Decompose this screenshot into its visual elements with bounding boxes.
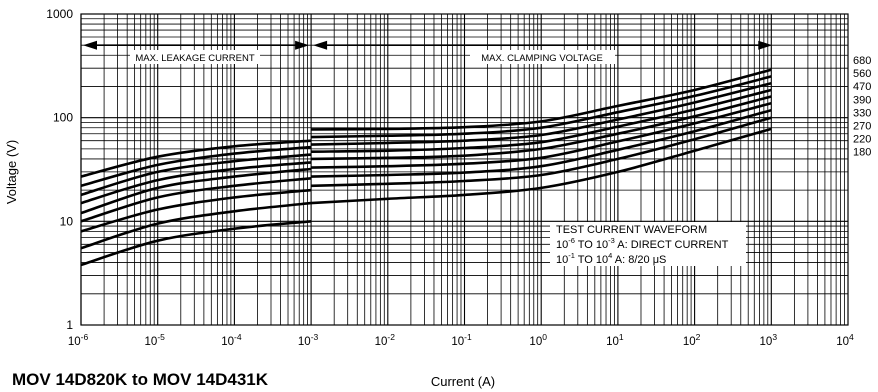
x-tick-label: 10-6	[68, 332, 89, 348]
waveform-note-line2: 10-6 TO 10-3 A: DIRECT CURRENT	[556, 236, 729, 251]
x-tick-label: 10-2	[375, 332, 396, 348]
waveform-note-bg	[550, 222, 746, 266]
clamping-label: MAX. CLAMPING VOLTAGE	[481, 53, 603, 64]
tick-labels: 10-6 10-5 10-4 10-3 10-2 10-1 100 101 102 103 1041…	[46, 7, 854, 348]
series-label-270: 270	[853, 121, 871, 133]
clamping-arrow	[313, 40, 773, 50]
series-label-390: 390	[853, 94, 871, 106]
series-label-330: 330	[853, 107, 871, 119]
y-tick-label: 1	[66, 318, 73, 332]
leakage-curve-180	[80, 201, 312, 250]
clamping-curve-560	[311, 75, 772, 139]
leakage-curve-560	[80, 145, 312, 188]
x-tick-label: 101	[606, 332, 624, 348]
leakage-curve-series-9	[80, 220, 312, 267]
y-axis-label: Voltage (V)	[4, 140, 19, 204]
chart-title: MOV 14D820K to MOV 14D431K	[12, 370, 269, 389]
x-axis-label: Current (A)	[431, 374, 495, 389]
x-tick-label: 10-5	[145, 332, 166, 348]
x-tick-label: 104	[836, 332, 854, 348]
y-tick-label: 100	[53, 111, 73, 125]
series-lines	[80, 68, 772, 267]
leakage-curve-470	[80, 153, 312, 197]
clamping-curve-270	[311, 101, 772, 169]
x-tick-label: 103	[760, 332, 778, 348]
x-tick-label: 100	[529, 332, 547, 348]
clamping-curve-180	[311, 116, 772, 188]
series-label-180: 180	[853, 147, 871, 159]
series-label-220: 220	[853, 134, 871, 146]
x-tick-label: 102	[683, 332, 701, 348]
clamping-curve-390	[311, 88, 772, 153]
leakage-curve-330	[80, 167, 312, 215]
y-tick-label: 10	[60, 214, 74, 228]
waveform-note-line1: TEST CURRENT WAVEFORM	[556, 224, 707, 236]
leakage-curve-270	[80, 177, 312, 223]
clamping-curve-330	[311, 95, 772, 161]
leakage-curve-680	[80, 139, 312, 178]
clamping-label-bg	[470, 50, 615, 64]
leakage-curve-220	[80, 188, 312, 233]
x-tick-label: 10-3	[298, 332, 319, 348]
leakage-curve-390	[80, 161, 312, 205]
series-label-470: 470	[853, 81, 871, 93]
plot-frame	[80, 13, 849, 326]
annotations: MAX. LEAKAGE CURRENT MAX. CLAMPING VOLTA…	[83, 40, 773, 266]
series-label-560: 560	[853, 68, 871, 80]
x-tick-label: 10-4	[221, 332, 242, 348]
leakage-label-bg	[130, 50, 260, 64]
series-label-680: 680	[853, 55, 871, 67]
clamping-curve-220	[311, 108, 772, 178]
y-tick-label: 1000	[46, 7, 73, 21]
leakage-arrow	[83, 40, 310, 50]
clamping-curve-series-9	[311, 127, 772, 205]
clamping-curve-470	[311, 81, 772, 146]
x-tick-label: 10-1	[451, 332, 472, 348]
clamping-curve-680	[311, 68, 772, 131]
leakage-label: MAX. LEAKAGE CURRENT	[135, 53, 254, 64]
waveform-note-line3: 10-1 TO 104 A: 8/20 μS	[556, 251, 666, 266]
